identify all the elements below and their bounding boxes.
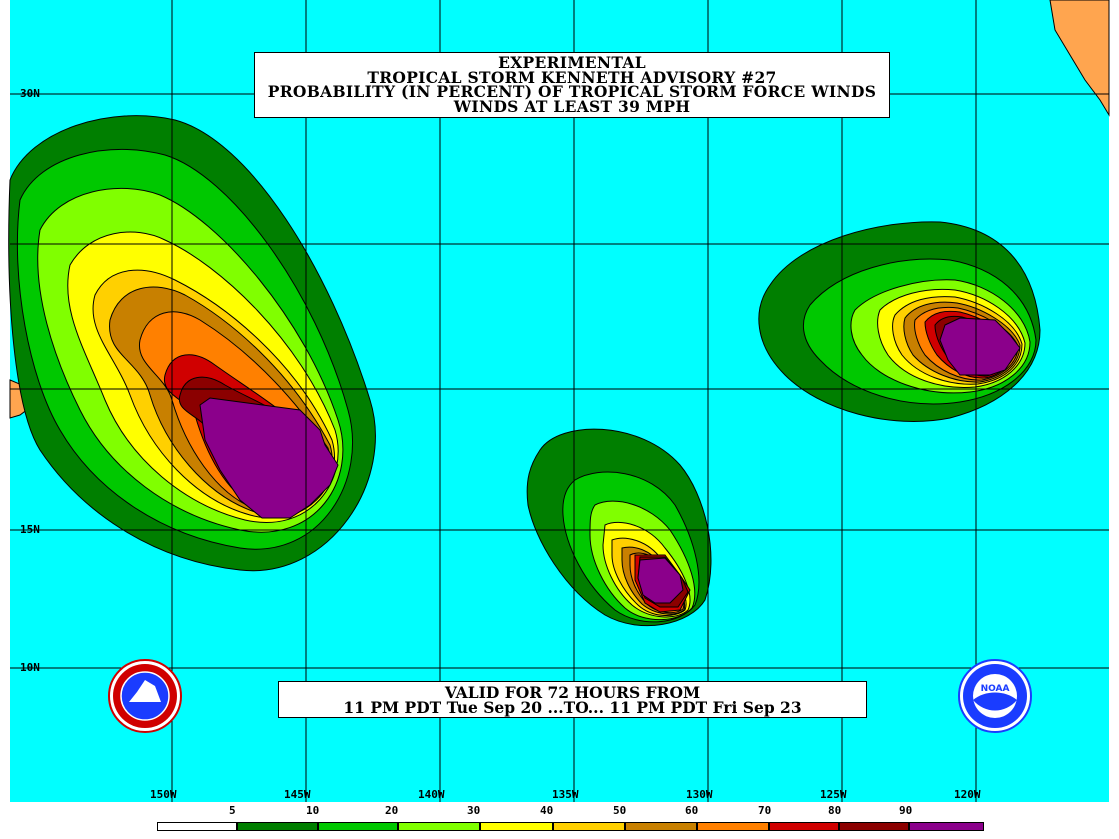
legend-label-70: 70: [758, 804, 772, 817]
lon-label-140w: 140W: [418, 788, 445, 801]
noaa-logo-text: NOAA: [981, 684, 1010, 694]
legend-label-5: 5: [229, 804, 236, 817]
nws-logo: [108, 659, 182, 733]
legend-swatch-3: [398, 822, 480, 831]
legend-swatch-8: [769, 822, 839, 831]
title-box: EXPERIMENTAL TROPICAL STORM KENNETH ADVI…: [254, 52, 890, 118]
noaa-logo: NOAA: [958, 659, 1032, 733]
legend-swatch-7: [697, 822, 769, 831]
legend-swatch-0: [157, 822, 237, 831]
title-line-2: TROPICAL STORM KENNETH ADVISORY #27: [367, 67, 777, 87]
lat-label-15n: 15N: [20, 523, 40, 536]
legend-swatch-9: [839, 822, 909, 831]
legend-swatch-6: [625, 822, 697, 831]
lon-label-125w: 125W: [820, 788, 847, 801]
legend-label-90: 90: [899, 804, 913, 817]
lon-label-150w: 150W: [150, 788, 177, 801]
legend-strip: [0, 802, 1119, 839]
lat-label-30n: 30N: [20, 87, 40, 100]
storm-swath-central: [526, 428, 712, 627]
legend-label-40: 40: [540, 804, 554, 817]
title-line-1: EXPERIMENTAL: [498, 53, 646, 72]
land-baja: [1049, 0, 1110, 117]
legend-swatch-10: [909, 822, 984, 831]
storm-swath-west: [8, 115, 376, 572]
legend-swatch-1: [237, 822, 318, 831]
valid-line-2: 11 PM PDT Tue Sep 20 ...TO... 11 PM PDT …: [343, 698, 802, 717]
legend-label-20: 20: [385, 804, 399, 817]
title-line-4: WINDS AT LEAST 39 MPH: [453, 96, 691, 116]
legend-label-10: 10: [306, 804, 320, 817]
lon-label-130w: 130W: [686, 788, 713, 801]
legend-label-80: 80: [828, 804, 842, 817]
legend-swatch-2: [318, 822, 398, 831]
legend-swatch-4: [480, 822, 553, 831]
legend-swatch-5: [553, 822, 625, 831]
lon-label-145w: 145W: [284, 788, 311, 801]
lon-label-120w: 120W: [954, 788, 981, 801]
storm-swath-east: [758, 221, 1041, 422]
legend-label-60: 60: [685, 804, 699, 817]
valid-line-1: VALID FOR 72 HOURS FROM: [444, 683, 701, 702]
lon-label-135w: 135W: [552, 788, 579, 801]
legend-label-30: 30: [467, 804, 481, 817]
valid-period-box: VALID FOR 72 HOURS FROM 11 PM PDT Tue Se…: [278, 681, 867, 718]
title-line-3: PROBABILITY (IN PERCENT) OF TROPICAL STO…: [267, 82, 877, 101]
lat-label-10n: 10N: [20, 661, 40, 674]
legend-label-50: 50: [613, 804, 627, 817]
